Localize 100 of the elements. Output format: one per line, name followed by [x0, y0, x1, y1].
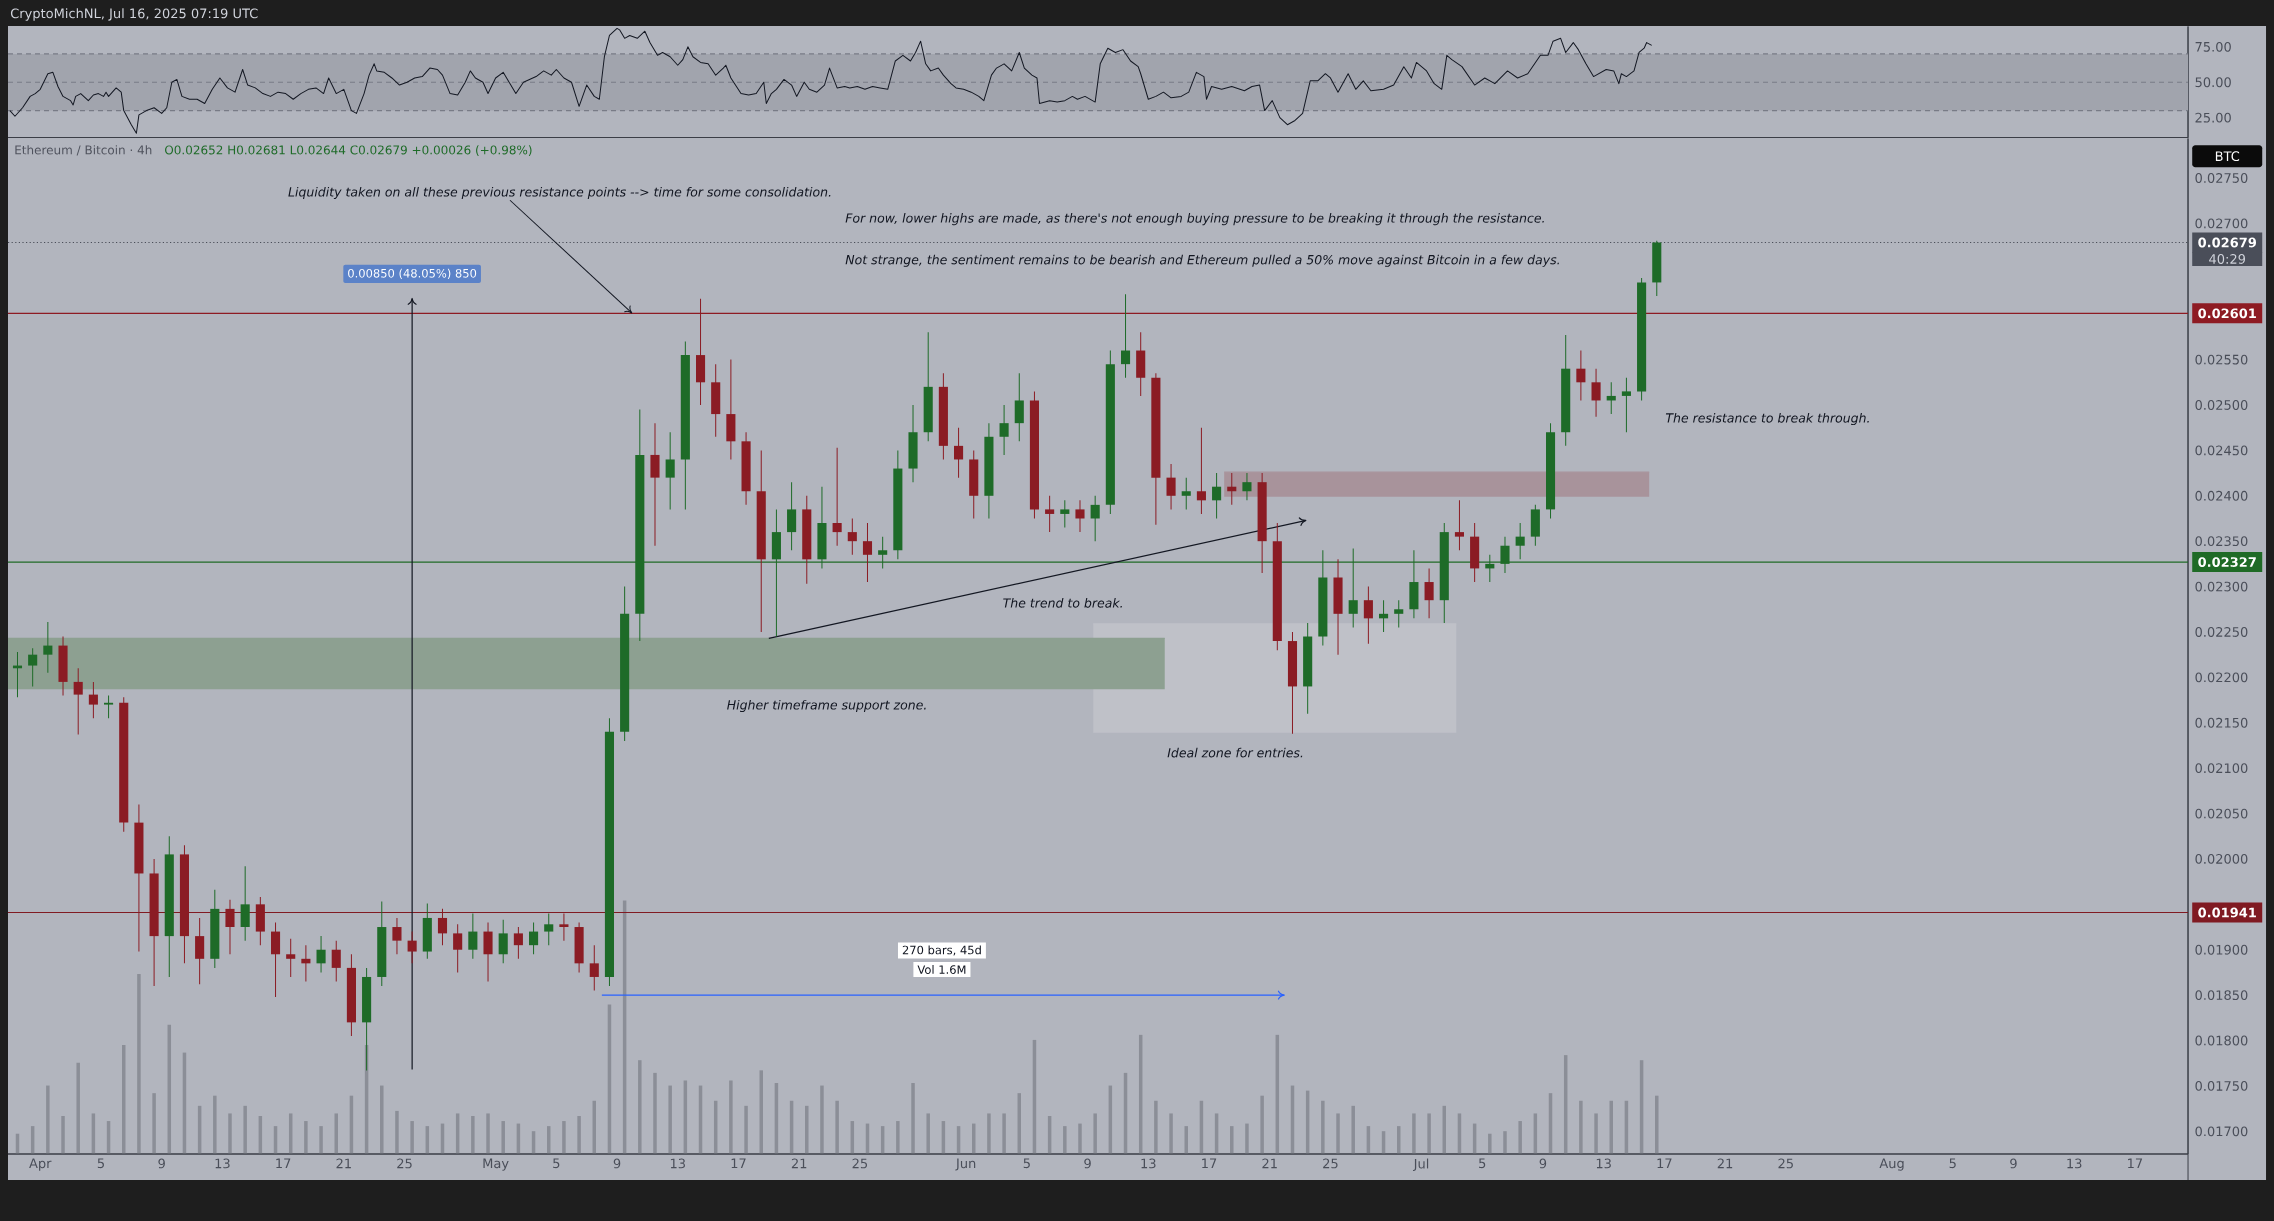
annotation: 270 bars, 45d — [902, 945, 981, 956]
bar — [243, 1105, 247, 1154]
x-tick-label: May — [483, 1158, 509, 1171]
y-tick-label: 0.01850 — [2195, 990, 2248, 1001]
bar — [911, 1083, 915, 1154]
candlestick — [1181, 477, 1191, 510]
candlestick — [544, 912, 554, 946]
ref-line-label: 0.02601 — [2198, 308, 2256, 319]
x-tick-label: 9 — [613, 1158, 621, 1169]
ref-line-label: 0.01941 — [2198, 907, 2256, 918]
bar — [1579, 1100, 1583, 1154]
x-tick-label: Jun — [955, 1158, 976, 1171]
bar — [1488, 1133, 1492, 1154]
annotation: The trend to break. — [1003, 598, 1122, 608]
x-tick-label: 5 — [97, 1158, 104, 1169]
candlestick — [453, 923, 463, 973]
y-axis-title: BTC — [2215, 151, 2240, 162]
x-tick-label: 5 — [1949, 1158, 1956, 1169]
bar — [668, 1085, 672, 1154]
x-tick-label: 17 — [2128, 1158, 2143, 1169]
candlestick — [1045, 495, 1055, 533]
candlestick — [498, 919, 508, 964]
x-tick-label: 5 — [1479, 1158, 1486, 1169]
y-tick-label: 0.02300 — [2195, 581, 2248, 592]
annotation: Ideal zone for entries. — [1167, 747, 1303, 758]
bar — [638, 1060, 642, 1154]
x-tick-label: 9 — [2010, 1158, 2017, 1169]
ref-line-label: 0.02679 — [2198, 237, 2257, 248]
candlestick — [88, 681, 98, 719]
x-tick-label: Jul — [1412, 1158, 1429, 1172]
candlestick — [240, 865, 250, 942]
line-series — [9, 27, 1653, 134]
x-tick-label: 13 — [670, 1158, 685, 1169]
candlestick — [513, 926, 523, 960]
candlestick — [589, 944, 599, 992]
candlestick — [832, 447, 842, 547]
candlestick — [392, 917, 402, 955]
bar — [1230, 1126, 1234, 1154]
candlestick — [1075, 499, 1085, 533]
bar — [805, 1105, 809, 1154]
y-tick-label: 50.00 — [2195, 77, 2231, 88]
candlestick — [665, 431, 675, 510]
x-tick-label: Apr — [29, 1158, 52, 1171]
x-tick-label: 25 — [1323, 1158, 1338, 1169]
bar — [1321, 1100, 1325, 1154]
candlestick — [195, 917, 205, 985]
y-tick-label: 0.02500 — [2195, 400, 2248, 410]
bar — [1002, 1113, 1006, 1154]
bar — [1154, 1100, 1158, 1154]
bar — [304, 1121, 308, 1154]
y-tick-label: 0.01800 — [2195, 1035, 2248, 1046]
annotation: The resistance to break through. — [1665, 412, 1869, 426]
bar — [820, 1085, 824, 1154]
bar — [334, 1113, 338, 1154]
x-tick-label: 17 — [276, 1158, 291, 1169]
x-tick-label: 13 — [1596, 1158, 1611, 1169]
annotation: 0.00850 (48.05%) 850 — [348, 268, 477, 279]
y-tick-label: 0.02250 — [2195, 627, 2248, 637]
x-tick-label: 21 — [1262, 1158, 1277, 1169]
bar — [380, 1085, 384, 1154]
candlestick — [1120, 293, 1131, 379]
bar — [1655, 1095, 1659, 1154]
bar — [319, 1126, 323, 1154]
bar — [61, 1115, 65, 1154]
x-tick-label: 5 — [553, 1158, 560, 1169]
candlestick — [1212, 472, 1222, 519]
bar — [501, 1121, 505, 1154]
bar — [152, 1093, 156, 1154]
bar — [1518, 1121, 1522, 1154]
text: 40:29 — [2209, 254, 2246, 264]
bar — [744, 1105, 748, 1154]
candlestick — [787, 481, 797, 551]
y-tick-label: 0.02750 — [2195, 173, 2248, 183]
annotation: Vol 1.6M — [917, 965, 966, 974]
chart-title: Ethereum / Bitcoin · 4h — [15, 145, 152, 156]
y-tick-label: 0.02000 — [2195, 854, 2248, 864]
x-tick-label: Aug — [1879, 1158, 1904, 1171]
candlestick — [1576, 350, 1586, 401]
candlestick — [1621, 377, 1631, 433]
candlestick — [650, 422, 660, 547]
candlestick — [847, 517, 857, 556]
y-tick-label: 0.02100 — [2195, 763, 2248, 774]
x-tick-label: 25 — [397, 1158, 412, 1169]
bar — [228, 1113, 232, 1154]
candlestick — [1424, 567, 1434, 619]
bar — [1184, 1126, 1188, 1154]
y-tick-label: 25.00 — [2195, 112, 2231, 123]
x-tick-label: 17 — [731, 1158, 746, 1169]
annotation: For now, lower highs are made, as there's not enough buying pressure to be breaking it through the resistance. — [845, 213, 1544, 226]
y-tick-label: 0.02050 — [2195, 808, 2248, 819]
x-tick-label: 25 — [1778, 1158, 1793, 1169]
y-tick-label: 0.01750 — [2195, 1081, 2248, 1091]
bar — [1503, 1131, 1507, 1154]
bar — [1609, 1100, 1613, 1154]
candlestick — [407, 931, 417, 964]
bar — [46, 1085, 50, 1154]
candlestick — [28, 647, 38, 687]
x-tick-label: 21 — [791, 1158, 807, 1169]
candlestick — [43, 621, 53, 674]
bar — [1412, 1113, 1416, 1154]
